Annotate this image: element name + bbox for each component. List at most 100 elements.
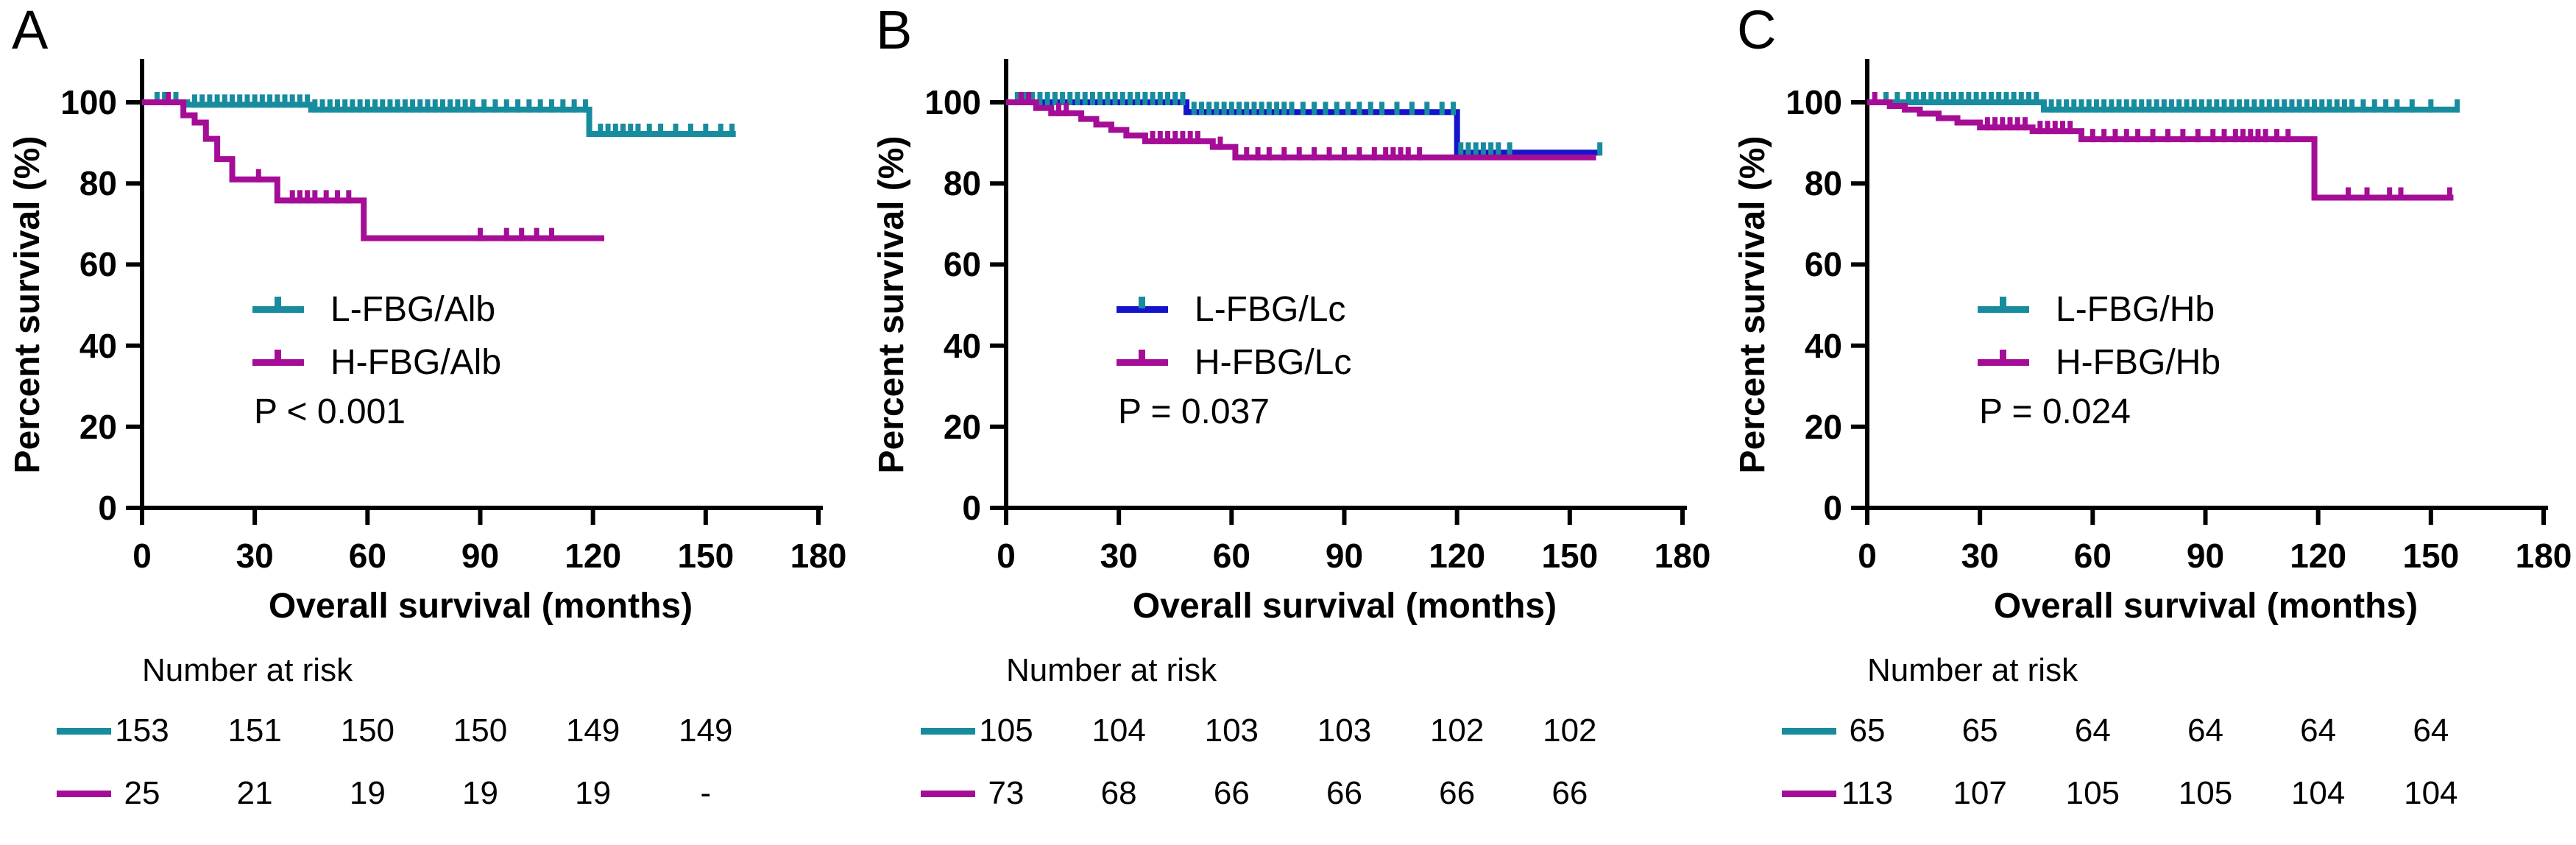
risk-count: 73 (988, 775, 1025, 811)
legend-label: H-FBG/Alb (330, 342, 502, 382)
legend-swatch (1978, 342, 2029, 383)
risk-count: 65 (1849, 713, 1886, 749)
censor-ticks-L-FBG/Hb (1883, 92, 2460, 113)
risk-row-swatch-line (57, 728, 111, 735)
survival-curve-H-FBG/Lc (1006, 99, 1596, 160)
risk-count: 153 (115, 713, 169, 749)
censor-ticks-L-FBG/Lc (1014, 92, 1603, 156)
legend-label: H-FBG/Hb (2056, 342, 2221, 382)
legend-item: L-FBG/Hb (1978, 289, 2215, 330)
x-tick-label: 0 (1858, 537, 1877, 575)
y-tick-label: 40 (943, 326, 981, 365)
risk-count: 65 (1961, 713, 1998, 749)
risk-count: 21 (236, 775, 273, 811)
x-axis-title: Overall survival (months) (1132, 587, 1557, 626)
legend-item: H-FBG/Lc (1117, 342, 1351, 383)
risk-row-swatch-line (921, 728, 975, 735)
legend-line-icon (1117, 306, 1168, 313)
legend-item: H-FBG/Alb (252, 342, 501, 383)
number-at-risk-label: Number at risk (1006, 652, 1217, 688)
km-plot-svg (126, 59, 823, 525)
x-tick-label: 120 (565, 537, 622, 575)
survival-curve-H-FBG/Hb (1867, 99, 2454, 201)
legend-swatch (252, 289, 304, 330)
risk-count: 64 (2300, 713, 2337, 749)
y-tick-label: 0 (98, 489, 117, 527)
x-tick-label: 180 (1654, 537, 1711, 575)
y-tick-label: 80 (943, 164, 981, 203)
km-plot-svg (990, 59, 1687, 525)
risk-count: 107 (1953, 775, 2007, 811)
censor-tick-icon (2000, 350, 2006, 361)
panel-label: C (1737, 0, 1777, 60)
x-tick-label: 30 (1100, 537, 1138, 575)
risk-count: 149 (565, 713, 620, 749)
risk-count: 66 (1326, 775, 1362, 811)
censor-ticks-H-FBG/Lc (1018, 92, 1423, 160)
risk-row-swatch-line (1782, 728, 1836, 735)
risk-count: 149 (679, 713, 733, 749)
legend-label: H-FBG/Lc (1195, 342, 1352, 382)
risk-count: 113 (1841, 775, 1894, 811)
risk-count: 105 (2065, 775, 2120, 811)
panel-b: B Percent survival (%) Overall survival … (864, 0, 1715, 845)
y-tick-label: 20 (1804, 407, 1842, 446)
risk-row-swatch-line (1782, 791, 1836, 797)
y-tick-label: 100 (60, 83, 117, 121)
legend-swatch (1117, 289, 1168, 330)
x-tick-label: 120 (2290, 537, 2347, 575)
legend-line-icon (252, 359, 304, 366)
x-tick-label: 0 (132, 537, 152, 575)
x-tick-label: 0 (997, 537, 1016, 575)
x-tick-label: 180 (2515, 537, 2572, 575)
risk-count: 66 (1439, 775, 1476, 811)
risk-count: 104 (2404, 775, 2458, 811)
risk-count: 102 (1429, 713, 1485, 749)
legend-item: L-FBG/Lc (1117, 289, 1345, 330)
y-tick-label: 40 (79, 326, 117, 365)
p-value: P < 0.001 (254, 392, 406, 431)
panel-label: A (12, 0, 49, 60)
censor-ticks-H-FBG/Alb (166, 92, 555, 241)
y-tick-label: 60 (79, 245, 117, 284)
y-tick-label: 80 (1804, 164, 1842, 203)
risk-count: 19 (349, 775, 386, 811)
y-tick-label: 100 (1786, 83, 1842, 121)
y-tick-label: 40 (1804, 326, 1842, 365)
risk-count: 64 (2074, 713, 2111, 749)
risk-count: 105 (979, 713, 1033, 749)
legend-line-icon (1117, 359, 1168, 366)
x-tick-label: 30 (236, 537, 274, 575)
censor-ticks-L-FBG/Alb (154, 92, 735, 137)
p-value: P = 0.024 (1979, 392, 2131, 431)
risk-row-swatch-line (57, 791, 111, 797)
survival-curve-L-FBG/Alb (142, 99, 736, 137)
x-tick-label: 60 (348, 537, 386, 575)
panel-c: C Percent survival (%) Overall survival … (1725, 0, 2576, 845)
x-tick-label: 150 (1541, 537, 1599, 575)
y-tick-label: 20 (79, 407, 117, 446)
legend-line-icon (1978, 359, 2029, 366)
risk-count: 25 (124, 775, 160, 811)
x-tick-label: 30 (1961, 537, 1999, 575)
number-at-risk-label: Number at risk (1867, 652, 2078, 688)
risk-count: 103 (1317, 713, 1372, 749)
x-axis-title: Overall survival (months) (1993, 587, 2418, 626)
y-tick-label: 0 (962, 489, 981, 527)
legend-label: L-FBG/Lc (1195, 289, 1346, 329)
y-tick-label: 20 (943, 407, 981, 446)
x-tick-label: 150 (2402, 537, 2460, 575)
x-tick-label: 90 (2186, 537, 2225, 575)
censor-ticks-H-FBG/Hb (1872, 92, 2452, 201)
legend-label: L-FBG/Hb (2056, 289, 2215, 329)
risk-count: 64 (2413, 713, 2449, 749)
legend-item: H-FBG/Hb (1978, 342, 2221, 383)
y-tick-label: 80 (79, 164, 117, 203)
x-tick-label: 150 (677, 537, 735, 575)
legend-label: L-FBG/Alb (330, 289, 496, 329)
censor-tick-icon (275, 350, 281, 361)
x-tick-label: 90 (461, 537, 500, 575)
legend-swatch (1117, 342, 1168, 383)
x-axis-title: Overall survival (months) (268, 587, 693, 626)
